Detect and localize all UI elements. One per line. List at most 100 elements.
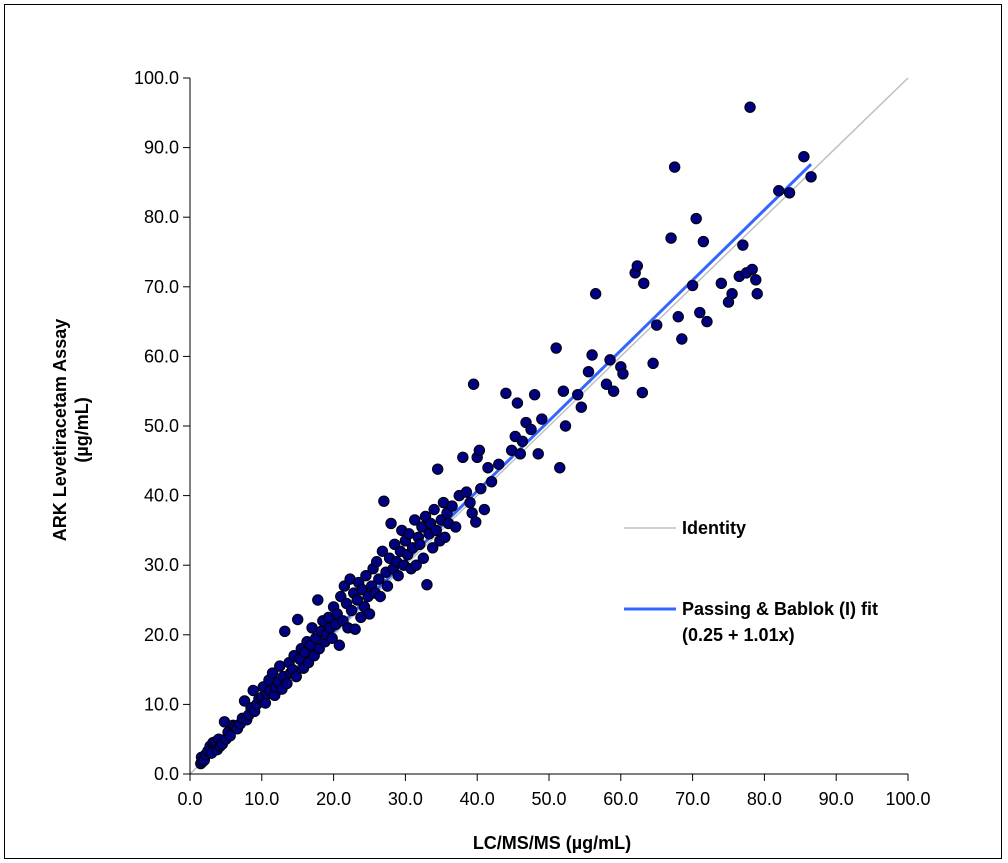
- data-point: [417, 552, 430, 564]
- data-point: [432, 463, 444, 475]
- data-point: [493, 458, 505, 470]
- data-point: [638, 277, 650, 290]
- x-tick-label: 40.0: [460, 789, 495, 809]
- data-point: [665, 232, 677, 244]
- y-axis-title-line1: ARK Levetiracetam Assay: [50, 319, 70, 541]
- data-point: [572, 388, 584, 401]
- x-tick-label: 30.0: [388, 789, 423, 809]
- axes-layer: [183, 77, 909, 781]
- data-point: [426, 542, 439, 554]
- data-point: [378, 495, 390, 507]
- data-point: [457, 451, 469, 464]
- data-point: [550, 342, 562, 354]
- data-point: [266, 667, 279, 679]
- data-point: [805, 171, 817, 183]
- legend: Identity Passing & Bablok (I) fit (0.25 …: [624, 518, 878, 645]
- data-point: [281, 677, 293, 690]
- legend-fit-label-line2: (0.25 + 1.01x): [682, 625, 795, 645]
- data-point: [349, 623, 361, 635]
- data-point: [651, 319, 663, 331]
- data-point: [439, 531, 451, 544]
- data-point: [449, 521, 462, 533]
- data-point: [668, 161, 681, 173]
- x-tick-label: 0.0: [177, 789, 202, 809]
- y-axis-title-line2: (µg/mL): [72, 397, 92, 462]
- y-tick-label: 80.0: [144, 207, 179, 227]
- data-point: [525, 423, 537, 436]
- x-tick-label: 50.0: [531, 789, 566, 809]
- data-point: [773, 185, 785, 197]
- data-point: [460, 486, 473, 498]
- data-point: [676, 333, 688, 345]
- x-tick-label: 60.0: [603, 789, 638, 809]
- data-point: [473, 444, 486, 457]
- data-point: [536, 413, 548, 425]
- data-point: [631, 260, 644, 272]
- data-point: [326, 632, 338, 644]
- data-point: [478, 503, 491, 516]
- data-point: [586, 349, 598, 361]
- y-tick-label: 40.0: [144, 486, 179, 506]
- data-point: [697, 235, 710, 248]
- data-point: [582, 366, 595, 378]
- data-point: [485, 475, 498, 488]
- data-point: [381, 580, 394, 592]
- data-point: [410, 559, 422, 571]
- data-point: [589, 288, 602, 300]
- data-point: [694, 306, 706, 319]
- y-tick-label: 20.0: [144, 625, 179, 645]
- data-point: [600, 378, 613, 390]
- data-point: [647, 357, 659, 370]
- legend-fit-label-line1: Passing & Bablok (I) fit: [682, 599, 878, 619]
- data-point: [385, 517, 397, 530]
- y-tick-label: 50.0: [144, 416, 179, 436]
- data-point: [409, 514, 421, 526]
- data-points-layer: [195, 101, 817, 770]
- data-point: [514, 448, 526, 460]
- data-point: [224, 730, 236, 742]
- chart-frame: [4, 4, 1002, 859]
- data-point: [516, 435, 529, 448]
- data-point: [279, 625, 291, 638]
- data-point: [690, 212, 702, 225]
- tick-labels-layer: 0.0 10.0 20.0 30.0 40.0 50.0 60.0 70.0 80.0 90.0 1…: [134, 68, 931, 809]
- data-point: [373, 573, 385, 585]
- x-tick-label: 100.0: [885, 789, 930, 809]
- data-point: [746, 263, 758, 276]
- data-point: [783, 187, 796, 199]
- data-point: [636, 386, 649, 399]
- data-point: [414, 538, 426, 551]
- data-point: [292, 613, 304, 626]
- x-tick-label: 70.0: [675, 789, 710, 809]
- data-point: [345, 604, 358, 617]
- data-point: [428, 503, 440, 516]
- data-point: [360, 569, 372, 582]
- data-point: [370, 556, 383, 568]
- legend-identity-label: Identity: [682, 518, 746, 538]
- y-tick-label: 0.0: [154, 764, 179, 784]
- data-point: [446, 500, 458, 512]
- x-tick-label: 20.0: [316, 789, 351, 809]
- data-point: [575, 401, 588, 413]
- data-point: [528, 388, 541, 401]
- data-point: [737, 239, 749, 251]
- y-tick-label: 30.0: [144, 555, 179, 575]
- data-point: [559, 420, 572, 432]
- data-point: [312, 594, 324, 606]
- data-point: [701, 315, 713, 328]
- data-point: [532, 448, 544, 460]
- x-axis-title: LC/MS/MS (µg/mL): [473, 833, 631, 853]
- data-point: [238, 695, 251, 707]
- data-point: [751, 288, 763, 300]
- y-tick-label: 100.0: [134, 68, 179, 88]
- data-point: [333, 639, 346, 651]
- data-point: [470, 516, 482, 528]
- data-point: [363, 608, 376, 620]
- data-point: [715, 277, 728, 290]
- data-point: [744, 101, 756, 113]
- data-point: [376, 545, 389, 557]
- x-tick-label: 90.0: [819, 789, 854, 809]
- data-point: [607, 385, 620, 397]
- data-point: [750, 274, 762, 286]
